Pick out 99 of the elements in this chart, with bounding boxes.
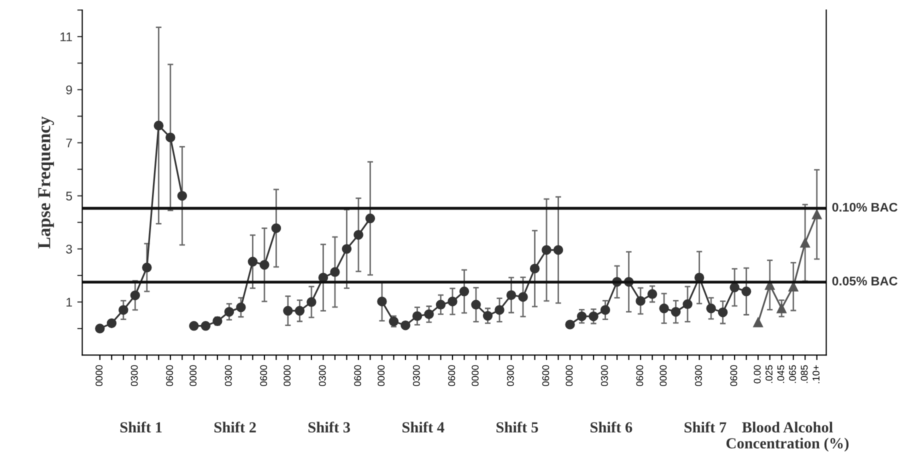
point xyxy=(776,304,786,314)
ref-line-label: 0.05% BAC xyxy=(832,276,898,286)
x-tick-label: 0000 xyxy=(660,365,667,386)
point xyxy=(670,306,681,317)
point xyxy=(471,300,481,310)
text: Shift 3 xyxy=(308,422,350,433)
x-tick-label: 0300 xyxy=(506,365,514,386)
point xyxy=(565,320,575,330)
point xyxy=(576,311,587,322)
point xyxy=(166,132,176,142)
x-tick-label: .10+ xyxy=(812,365,820,384)
y-tick-label: 1 xyxy=(66,298,72,307)
x-tick-label: 0000 xyxy=(284,365,291,386)
point xyxy=(588,311,598,322)
point xyxy=(189,321,199,331)
x-tick-label: 0000 xyxy=(190,365,197,386)
x-tick-label: 0600 xyxy=(730,365,738,386)
point xyxy=(647,289,658,299)
point xyxy=(130,290,140,300)
x-tick-label: 0300 xyxy=(130,365,138,386)
point xyxy=(248,256,258,267)
point xyxy=(636,296,646,306)
x-tick-label: 0300 xyxy=(601,365,608,386)
x-tick-label: 0600 xyxy=(636,365,644,386)
point xyxy=(730,282,740,292)
point xyxy=(330,267,340,277)
point xyxy=(177,190,188,201)
x-tick-label: 0000 xyxy=(472,365,479,386)
point xyxy=(283,306,293,316)
text: Shift 7 xyxy=(684,422,726,433)
point xyxy=(506,290,516,300)
point xyxy=(142,262,152,272)
point xyxy=(448,296,458,306)
x-tick-label: 0600 xyxy=(448,365,456,386)
x-tick-label: 0000 xyxy=(566,365,573,386)
point xyxy=(118,305,128,315)
point xyxy=(436,300,446,310)
x-tick-label: 0600 xyxy=(260,365,268,386)
point xyxy=(753,318,763,328)
x-tick-label: .065 xyxy=(789,365,796,383)
point xyxy=(294,306,305,316)
y-axis-title: Lapse Frequency xyxy=(38,116,54,249)
point xyxy=(271,223,282,234)
point xyxy=(706,304,716,314)
point xyxy=(764,280,775,290)
point xyxy=(518,292,528,302)
point xyxy=(530,264,540,274)
point xyxy=(260,260,270,270)
point xyxy=(236,302,246,312)
point xyxy=(741,286,752,296)
x-tick-label: .025 xyxy=(766,365,772,383)
point xyxy=(95,324,105,334)
point xyxy=(482,310,493,321)
x-tick-label: 0600 xyxy=(354,365,362,386)
point xyxy=(553,245,564,255)
x-tick-label: 0.00 xyxy=(754,365,761,384)
x-tick-label: 0300 xyxy=(695,365,702,386)
x-tick-label: .085 xyxy=(800,365,808,383)
x-tick-label: 0600 xyxy=(166,365,174,386)
point xyxy=(365,214,376,224)
point xyxy=(354,230,364,240)
x-tick-label: 0600 xyxy=(542,365,550,386)
point xyxy=(424,309,434,320)
point xyxy=(400,320,410,330)
point xyxy=(200,321,211,331)
x-tick-label: 0300 xyxy=(412,365,420,386)
point xyxy=(154,120,164,130)
point xyxy=(812,210,822,220)
y-tick-label: 5 xyxy=(66,192,72,200)
point xyxy=(659,304,669,314)
point xyxy=(224,306,234,317)
x-tick-label: 0300 xyxy=(224,365,232,386)
point xyxy=(542,245,552,255)
x-tick-label: .045 xyxy=(777,365,784,383)
x-tick-label: 0300 xyxy=(318,365,326,386)
point xyxy=(800,238,810,248)
ref-line-label: 0.10% BAC xyxy=(832,202,898,212)
point xyxy=(459,286,470,296)
point xyxy=(342,244,352,254)
x-tick-label: 0000 xyxy=(96,365,102,386)
y-tick-label: 3 xyxy=(66,244,72,254)
text: Shift 4 xyxy=(402,422,444,433)
point xyxy=(682,299,692,309)
y-tick-label: 9 xyxy=(66,85,72,94)
text: Shift 2 xyxy=(214,422,256,433)
y-tick-label: 7 xyxy=(66,138,72,148)
point xyxy=(106,318,117,328)
point xyxy=(306,297,316,307)
point xyxy=(494,305,504,315)
text: Shift 1 xyxy=(120,422,162,433)
y-tick-label: 11 xyxy=(60,32,72,42)
point xyxy=(412,311,422,321)
text: Shift 6 xyxy=(590,422,632,433)
text: Blood Alcohol Concentration (%) xyxy=(726,422,849,452)
point xyxy=(600,305,610,315)
x-tick-label: 0000 xyxy=(378,365,385,386)
point xyxy=(377,296,387,306)
text: Shift 5 xyxy=(496,422,538,433)
point xyxy=(718,307,728,318)
